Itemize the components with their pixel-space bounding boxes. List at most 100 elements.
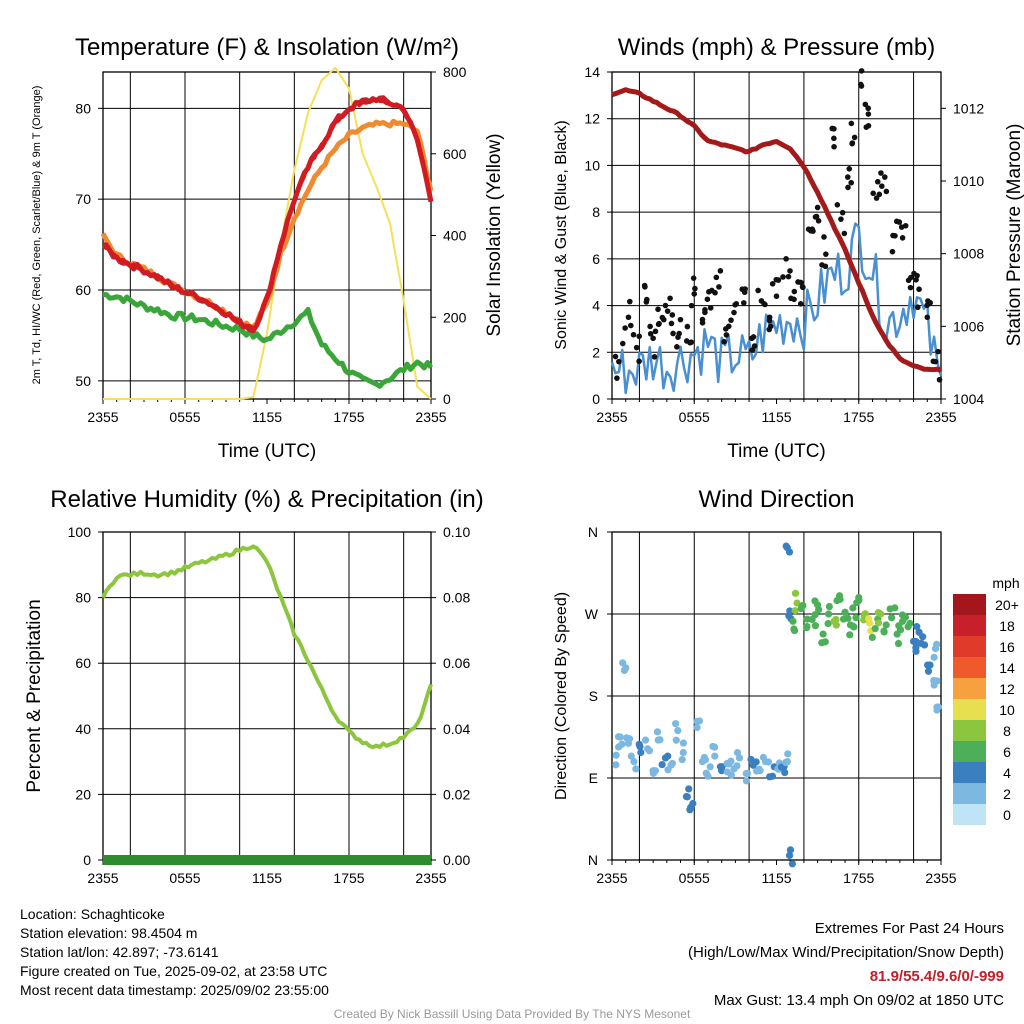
x-tick-label: 1155 (252, 409, 282, 425)
direction-point (832, 615, 840, 624)
direction-point (693, 723, 701, 732)
gust-point (879, 183, 885, 189)
station-location: Location: Schaghticoke (20, 906, 165, 922)
gust-point (783, 256, 789, 262)
direction-point (742, 777, 751, 785)
direction-point (733, 748, 742, 757)
legend-swatch (953, 762, 986, 783)
gust-point (733, 300, 740, 307)
legend-label: 16 (999, 639, 1015, 655)
y-axis-label: Direction (Colored By Speed) (553, 592, 570, 800)
legend-swatch (953, 657, 986, 678)
direction-point (917, 639, 925, 647)
gust-point (858, 68, 865, 74)
y-axis-label-right: Station Pressure (Maroon) (1004, 124, 1024, 347)
gust-point (651, 354, 658, 360)
legend-swatch (953, 699, 986, 720)
gust-point (662, 302, 669, 309)
direction-point (614, 733, 623, 741)
direction-point (786, 846, 795, 854)
y-tick-label: E (589, 770, 598, 786)
direction-point (695, 717, 704, 725)
direction-point (786, 607, 794, 615)
direction-point (635, 740, 643, 748)
y-axis-label-right: Solar Insolation (Yellow) (484, 133, 505, 336)
gust-point (839, 209, 846, 216)
direction-point (664, 766, 672, 774)
direction-point (618, 740, 626, 748)
y-tick-label: 60 (75, 282, 91, 298)
x-tick-label: 1155 (761, 409, 791, 425)
gust-point (641, 282, 648, 289)
direction-point (630, 758, 638, 766)
gust-point (713, 274, 720, 281)
gust-point (822, 263, 829, 270)
credit-line: Created By Nick Bassill Using Data Provi… (333, 1007, 691, 1021)
x-tick-label: 0555 (169, 409, 200, 425)
gust-point (851, 134, 858, 141)
direction-point (672, 736, 680, 744)
direction-point (803, 622, 811, 631)
direction-point (811, 597, 819, 605)
direction-point (668, 759, 676, 768)
y-tick-label: 2 (592, 344, 600, 360)
direction-point (846, 631, 854, 639)
direction-point (785, 851, 794, 860)
y-tick-label: 14 (584, 64, 600, 80)
gust-point (924, 314, 931, 321)
direction-point (727, 757, 735, 765)
y-tick-label: 0 (592, 391, 600, 407)
gust-point (913, 277, 919, 283)
gust-point (831, 135, 837, 142)
y-tick-label-right: 1008 (953, 246, 984, 262)
direction-point (853, 599, 861, 607)
gust-point (930, 358, 937, 365)
y-tick-label: 0 (83, 852, 91, 868)
gust-point (865, 105, 871, 112)
x-tick-label: 0555 (169, 870, 200, 886)
gust-point (702, 309, 708, 316)
gust-point (612, 353, 619, 360)
y-tick-label-right: 0 (443, 391, 451, 407)
legend-label: 20+ (995, 597, 1019, 613)
direction-point (799, 601, 807, 610)
gust-point (844, 174, 851, 180)
x-tick-label: 2355 (415, 870, 446, 886)
direction-point (727, 771, 735, 779)
x-tick-label: 0555 (679, 870, 710, 886)
y-tick-label-right: 0.08 (443, 590, 470, 606)
y-tick-label-right: 800 (443, 64, 467, 80)
direction-point (789, 617, 797, 625)
gust-point (936, 376, 943, 383)
gust-point (773, 293, 780, 300)
direction-point (679, 739, 688, 747)
legend-swatch (953, 636, 986, 657)
direction-point (818, 639, 826, 647)
legend-label: 0 (1003, 807, 1011, 823)
gust-point (614, 375, 620, 381)
gust-point (633, 344, 640, 351)
gust-point (674, 344, 680, 350)
x-tick-label: 1155 (761, 870, 791, 886)
y-tick-label-right: 0.00 (443, 852, 470, 868)
direction-point (791, 607, 799, 615)
y-tick-label: 20 (75, 786, 91, 802)
y-tick-label-right: 1012 (953, 100, 984, 116)
direction-point (752, 758, 760, 766)
y-tick-label-right: 600 (443, 146, 467, 162)
direction-point (841, 608, 849, 616)
direction-point (781, 768, 789, 777)
series-pressure (611, 87, 943, 374)
max-gust: Max Gust: 13.4 mph On 09/02 at 1850 UTC (713, 992, 1004, 1009)
gust-point (898, 224, 905, 230)
y-tick-label-right: 0.10 (443, 524, 470, 540)
direction-point (933, 640, 941, 648)
x-tick-label: 2355 (925, 870, 956, 886)
gust-point (704, 296, 711, 303)
direction-point (759, 753, 768, 761)
legend-label: 18 (999, 618, 1015, 634)
gust-point (731, 309, 737, 316)
x-tick-label: 2355 (87, 409, 118, 425)
gust-point (787, 268, 793, 274)
y-tick-label-right: 1006 (953, 318, 984, 334)
